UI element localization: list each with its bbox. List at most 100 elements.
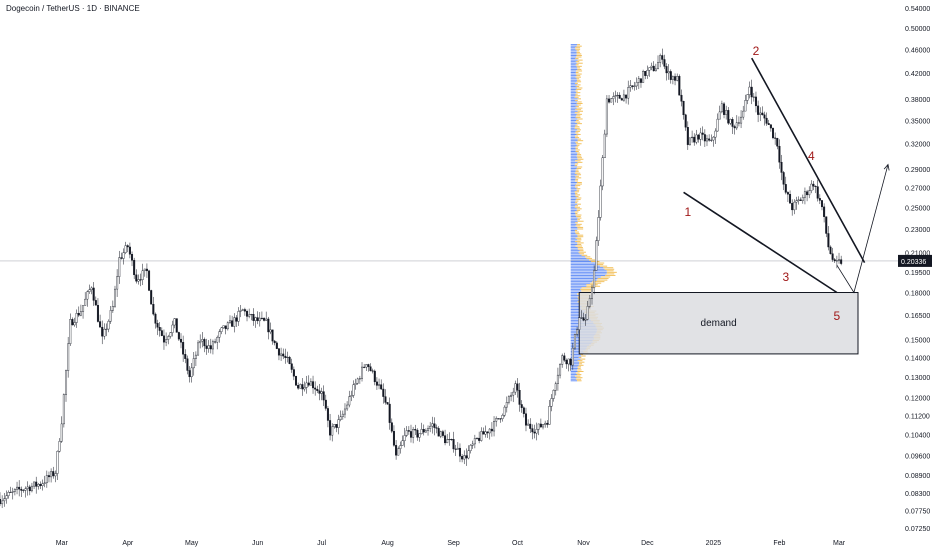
candle-body bbox=[806, 191, 809, 196]
candle-body bbox=[197, 342, 200, 356]
profile-bar-sell bbox=[575, 90, 578, 92]
candle-body bbox=[11, 491, 14, 493]
profile-bar-buy bbox=[570, 360, 578, 362]
candle-body bbox=[45, 475, 48, 484]
candle-body bbox=[139, 279, 142, 281]
candle-body bbox=[629, 85, 632, 88]
candle-body bbox=[669, 71, 672, 80]
profile-bar-buy bbox=[570, 262, 596, 264]
profile-bar-sell bbox=[590, 282, 602, 284]
profile-bar-sell bbox=[575, 58, 579, 60]
candle-body bbox=[835, 260, 838, 262]
candle-body bbox=[120, 257, 123, 259]
candle-body bbox=[797, 199, 800, 201]
candle-body bbox=[333, 424, 336, 428]
profile-bar-buy bbox=[570, 113, 577, 115]
candle-body bbox=[56, 451, 59, 474]
candle-body bbox=[47, 475, 50, 478]
candle-body bbox=[375, 381, 378, 386]
candle-body bbox=[320, 391, 323, 394]
profile-bar-buy bbox=[570, 118, 578, 120]
candle-body bbox=[250, 314, 253, 316]
profile-bar-sell bbox=[577, 104, 581, 106]
profile-bar-buy bbox=[570, 138, 578, 140]
profile-bar-buy bbox=[570, 282, 591, 284]
candle-body bbox=[41, 483, 44, 486]
profile-bar-sell bbox=[578, 251, 586, 253]
candle-body bbox=[829, 246, 832, 254]
y-tick-label: 0.09600 bbox=[905, 453, 930, 460]
profile-bar-sell bbox=[576, 223, 582, 225]
profile-bar-buy bbox=[570, 247, 578, 249]
profile-bar-sell bbox=[576, 197, 582, 199]
profile-bar-buy bbox=[570, 194, 576, 196]
candle-body bbox=[757, 105, 760, 115]
profile-bar-buy bbox=[570, 374, 577, 376]
candle-body bbox=[409, 431, 412, 438]
profile-bar-sell bbox=[577, 110, 584, 112]
profile-bar-sell bbox=[606, 273, 615, 275]
candle-body bbox=[644, 71, 647, 76]
candle-body bbox=[305, 382, 308, 388]
profile-bar-buy bbox=[570, 245, 576, 247]
profile-bar-buy bbox=[570, 68, 578, 70]
candle-body bbox=[22, 489, 25, 491]
price-axis: 0.54000 0.50000 0.46000 0.42000 0.38000 0.350… bbox=[898, 6, 932, 533]
profile-bar-buy bbox=[570, 380, 577, 382]
profile-bar-sell bbox=[577, 236, 584, 238]
candle-body bbox=[96, 304, 99, 322]
profile-bar-buy bbox=[570, 270, 607, 272]
candle-body bbox=[667, 71, 670, 74]
candle-body bbox=[820, 200, 823, 208]
profile-bar-buy bbox=[570, 140, 578, 142]
profile-bar-buy bbox=[570, 310, 586, 312]
profile-bar-buy bbox=[570, 237, 576, 239]
profile-bar-sell bbox=[574, 191, 580, 193]
candle-body bbox=[765, 117, 768, 124]
candle-body bbox=[818, 198, 821, 201]
candle-body bbox=[799, 199, 802, 201]
profile-bar-sell bbox=[575, 233, 580, 235]
candle-body bbox=[37, 484, 40, 487]
candle-body bbox=[838, 259, 841, 261]
profile-bar-sell bbox=[575, 178, 579, 180]
candle-body bbox=[9, 491, 12, 493]
profile-bar-buy bbox=[570, 271, 607, 273]
profile-bar-buy bbox=[570, 191, 575, 193]
profile-bar-buy bbox=[570, 288, 581, 290]
profile-bar-sell bbox=[577, 157, 582, 159]
candle-body bbox=[30, 485, 33, 492]
profile-bar-sell bbox=[575, 121, 581, 123]
profile-bar-buy bbox=[570, 230, 575, 232]
candle-body bbox=[433, 423, 436, 428]
candle-body bbox=[201, 339, 204, 342]
profile-bar-sell bbox=[575, 141, 579, 143]
candle-body bbox=[24, 488, 27, 491]
candle-body bbox=[173, 318, 176, 326]
candle-body bbox=[544, 422, 547, 425]
candle-body bbox=[776, 138, 779, 147]
candle-body bbox=[458, 447, 461, 457]
candle-body bbox=[137, 279, 140, 282]
profile-bar-sell bbox=[575, 212, 578, 214]
profile-bar-sell bbox=[577, 226, 584, 228]
profile-bar-sell bbox=[575, 225, 581, 227]
x-tick-label: Apr bbox=[122, 540, 134, 547]
profile-bar-sell bbox=[577, 360, 583, 362]
y-tick-label: 0.27000 bbox=[905, 186, 930, 193]
profile-bar-sell bbox=[575, 149, 580, 151]
candle-body bbox=[271, 329, 274, 342]
profile-bar-sell bbox=[575, 199, 581, 201]
profile-bar-buy bbox=[570, 149, 576, 151]
x-tick-label: Mar bbox=[833, 540, 846, 547]
profile-bar-buy bbox=[570, 220, 578, 222]
wave-label: 3 bbox=[782, 270, 789, 284]
candle-body bbox=[52, 471, 55, 477]
candle-body bbox=[663, 59, 666, 67]
profile-bar-buy bbox=[570, 48, 576, 50]
profile-bar-buy bbox=[570, 355, 582, 357]
profile-bar-sell bbox=[577, 242, 584, 244]
profile-bar-sell bbox=[577, 166, 583, 168]
candle-body bbox=[499, 418, 502, 420]
